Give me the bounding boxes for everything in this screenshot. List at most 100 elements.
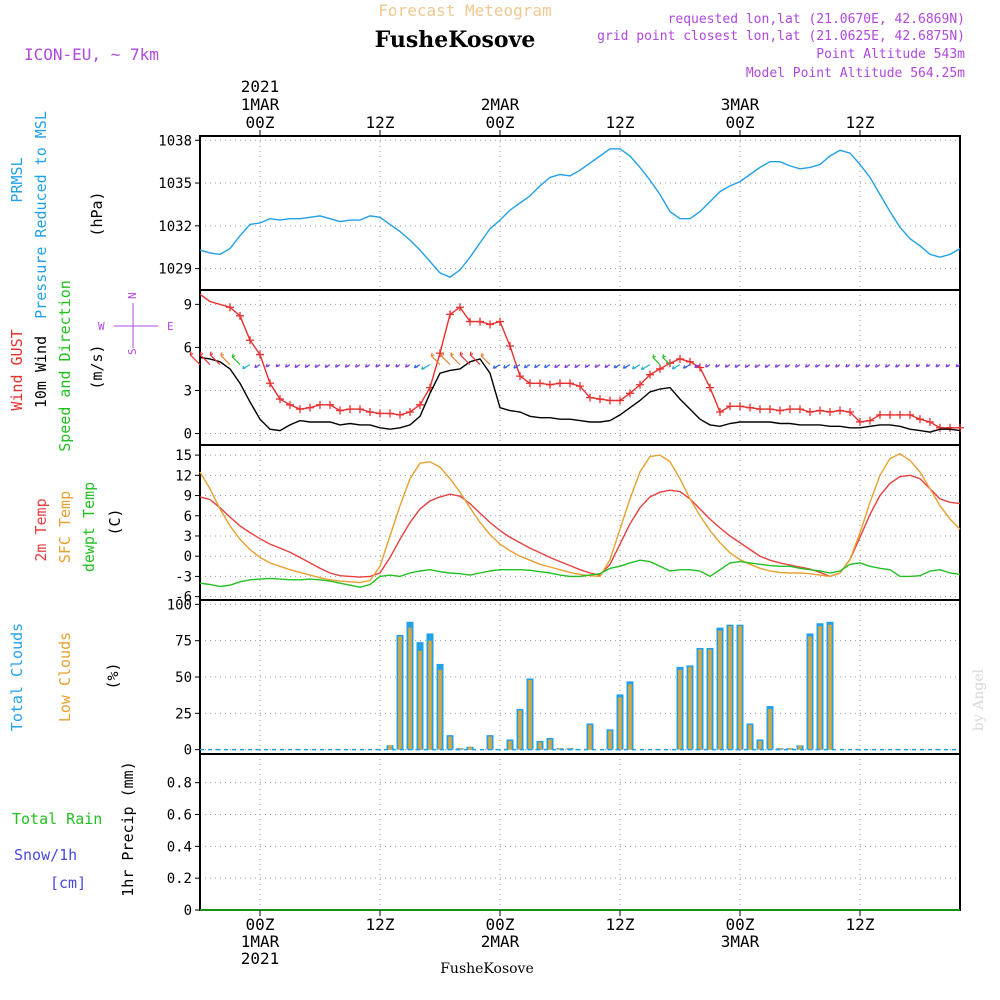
wind-gust-point [736,402,744,411]
wind-direction-arrow [265,363,271,368]
wind-gust-point [716,407,724,416]
temperature-ytick-label: -3 [175,569,192,585]
wind-gust-point [306,403,314,412]
bottom-time-label: 12Z [606,915,635,934]
wind-gust-point [586,393,594,402]
clouds-bar-1 [538,742,542,750]
clouds-bar-1 [818,626,822,750]
clouds-bar-1 [678,669,682,750]
wind-gust-point [546,380,554,389]
temperature-series-2-line [199,559,961,588]
snow-unit-label: [cm] [50,874,86,892]
compass-n: N [126,292,139,299]
precip-ytick-label: 0.6 [167,807,192,823]
wind-direction-arrow [534,364,541,369]
bottom-time-label: 3MAR [721,932,760,951]
wind-gust-point [936,423,944,432]
wind-direction-arrow [855,363,861,368]
wind-gust-point [756,405,764,414]
wind-direction-arrow [905,363,911,368]
wind-direction-arrow [364,364,371,368]
top-time-label: 12Z [366,113,395,132]
wind10-label: 10m Wind [32,336,50,408]
prmsl-label: PRMSL [8,157,26,202]
wind-gust-point [556,379,564,388]
wind-gust-point [816,406,824,415]
wind-gust-point [236,311,244,320]
top-time-label: 2MAR [481,95,520,114]
wind-direction-arrow [744,364,751,368]
precip-ytick-label: 0.2 [167,871,192,887]
wind-gust-point [636,380,644,389]
wind-direction-arrow [631,364,641,370]
wind-gust-point [726,402,734,411]
wind-gust-point [286,400,294,409]
prmsl-desc-label: Pressure Reduced to MSL [32,111,50,319]
clouds-bar-1 [748,724,752,750]
wind-gust-label: Wind GUST [8,329,26,410]
wind-gust-point [526,379,534,388]
wind-gust-point [466,317,474,326]
wind-gust-point [406,407,414,416]
wind-gust-point [246,336,254,345]
wind-direction-arrow [564,364,571,369]
wind-gust-point [746,403,754,412]
bottom-time-label: 00Z [246,915,275,934]
wind-gust-point [856,418,864,427]
wind-gust-point [866,416,874,425]
wind-direction-arrow [459,351,471,366]
wind-direction-arrow [304,364,311,368]
model-altitude: Model Point Altitude 564.25m [746,66,965,81]
wind-unit-label: (m/s) [88,344,106,389]
clouds-bar-1 [768,708,772,750]
wind-direction-arrow [814,364,821,368]
wind-direction-arrow [915,363,921,368]
wind-direction-arrow [220,352,231,366]
top-time-label: 00Z [246,113,275,132]
wind-direction-arrow [865,363,871,368]
wind-ytick-label: 9 [184,297,192,313]
wind-direction-arrow [754,364,761,368]
clouds-bar-1 [388,745,392,750]
wind-direction-arrow [492,364,501,369]
pressure-ytick-label: 1038 [158,133,192,149]
wind-gust-point [386,409,394,418]
temperature-ytick-label: 6 [184,509,192,525]
wind-gust-point [646,370,654,379]
wind-ytick-label: 0 [184,427,192,443]
wind-gust-point [256,350,264,359]
wind-direction-arrow [231,353,241,366]
wind-direction-arrow [874,364,881,368]
wind-direction-arrow [652,354,661,366]
wind-direction-arrow [469,351,481,366]
wind-direction-arrow [199,351,211,366]
wind-gust-point [886,410,894,419]
wind-direction-arrow [421,364,431,370]
closest-lonlat: grid point closest lon,lat (21.0625E, 42… [597,29,965,44]
wind-gust-point [786,405,794,414]
wind-direction-arrow [662,354,671,366]
temperature-series-0-line [199,474,961,578]
top-time-label: 1MAR [241,95,280,114]
clouds-bar-1 [528,679,532,750]
wind-direction-arrow [825,363,831,368]
model-label: ICON-EU, ~ 7km [24,45,159,64]
wind-direction-arrow [275,363,281,368]
wind-direction-arrow [189,351,201,366]
wind-gust-point [496,317,504,326]
clouds-bar-1 [408,627,412,750]
clouds-bar-1 [698,649,702,750]
wind-gust-point [336,406,344,415]
wind-gust-point [626,389,634,398]
snow-label: Snow/1h [14,846,77,864]
bottom-time-label: 1MAR [241,932,280,951]
compass-w: W [98,320,105,333]
wind-gust-point [926,418,934,427]
clouds-bar-1 [508,740,512,750]
wind-gust-point [666,359,674,368]
wind-direction-arrow [242,364,251,370]
temperature-ytick-label: 12 [175,468,192,484]
wind-gust-point [606,396,614,405]
clouds-bar-1 [688,666,692,750]
wind-direction-arrow [804,364,811,368]
